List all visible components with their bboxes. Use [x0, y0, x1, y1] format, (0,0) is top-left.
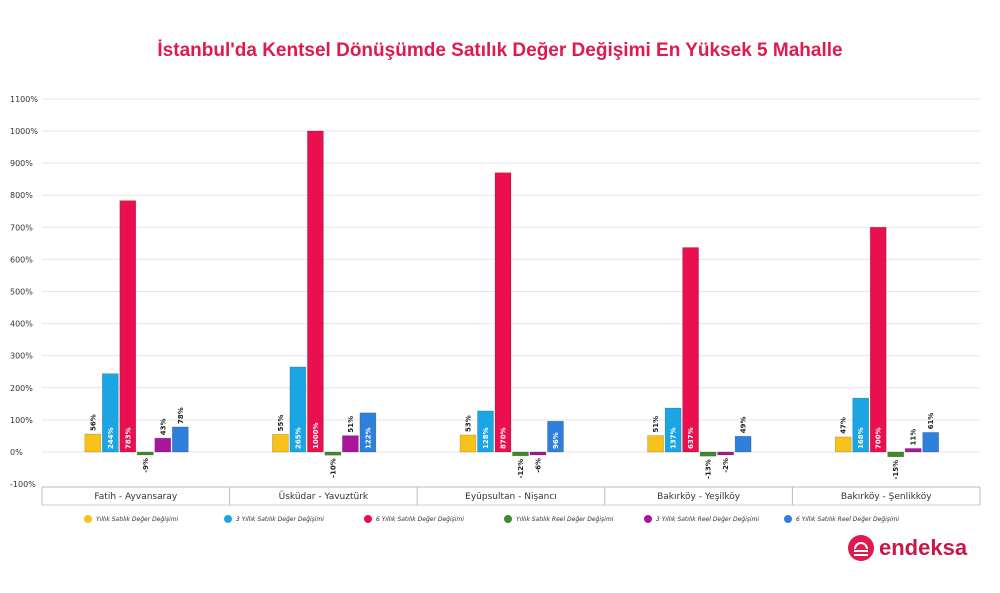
bar — [477, 410, 494, 453]
data-label: -13% — [705, 459, 713, 479]
data-label: 61% — [927, 413, 935, 430]
data-label: 51% — [347, 416, 355, 433]
data-label: -9% — [142, 458, 150, 473]
data-label: 11% — [910, 429, 918, 446]
category-label: Fatih - Ayvansaray — [94, 492, 177, 502]
bar — [717, 451, 734, 456]
bar — [84, 433, 102, 453]
legend-label: Yıllık Satılık Reel Değer Değişimi — [516, 516, 614, 523]
legend-label: 3 Yıllık Satılık Reel Değer Değişimi — [656, 516, 759, 523]
brand-name: endeksa — [879, 535, 968, 560]
data-label: 53% — [465, 415, 473, 432]
data-label: 137% — [670, 427, 678, 449]
y-tick-label: 100% — [10, 416, 33, 425]
bar — [342, 435, 359, 453]
legend-marker — [784, 515, 792, 523]
data-label: 637% — [687, 427, 695, 449]
legend-marker — [364, 515, 372, 523]
data-label: 128% — [482, 427, 490, 449]
bar — [887, 451, 905, 458]
category-label: Bakırköy - Şenlikköy — [841, 492, 932, 502]
data-label: -15% — [892, 460, 900, 480]
y-tick-label: 0% — [10, 448, 23, 457]
y-tick-label: -100% — [10, 480, 36, 489]
bar — [172, 426, 189, 453]
bar — [289, 366, 307, 453]
y-tick-label: 1000% — [10, 127, 38, 136]
data-label: 870% — [500, 427, 508, 449]
bar — [324, 451, 342, 456]
category-label: Eyüpsultan - Nişancı — [465, 492, 557, 502]
bar — [307, 130, 324, 453]
data-label: 168% — [857, 427, 865, 449]
bar — [904, 448, 922, 453]
data-label: 49% — [740, 417, 748, 434]
bar — [359, 412, 377, 453]
bar — [154, 437, 172, 453]
bar — [512, 451, 529, 457]
bar — [137, 451, 154, 456]
y-tick-label: 700% — [10, 223, 33, 232]
data-label: 55% — [277, 415, 285, 432]
house-logo-icon — [848, 535, 874, 561]
bar — [734, 435, 752, 453]
data-label: 56% — [89, 414, 97, 431]
bar — [922, 432, 940, 453]
data-label: 122% — [364, 427, 372, 449]
data-label: -6% — [535, 458, 543, 473]
bar — [459, 434, 477, 453]
legend-label: 6 Yıllık Satılık Değer Değişimi — [376, 516, 464, 523]
bar — [699, 451, 717, 457]
endeksa-logo: endeksa — [848, 535, 967, 561]
data-label: -12% — [517, 459, 525, 479]
y-tick-label: 200% — [10, 384, 33, 393]
y-tick-label: 500% — [10, 288, 33, 297]
legend-label: 6 Yıllık Satılık Reel Değer Değişimi — [796, 516, 899, 523]
bar — [682, 247, 699, 453]
y-tick-label: 300% — [10, 352, 33, 361]
y-tick-label: 900% — [10, 159, 33, 168]
data-label: -10% — [329, 458, 337, 478]
data-label: 51% — [652, 416, 660, 433]
data-label: 47% — [840, 417, 848, 434]
bar — [834, 436, 852, 453]
bar — [102, 373, 119, 453]
bar — [547, 420, 564, 453]
data-label: -2% — [722, 458, 730, 473]
y-tick-label: 600% — [10, 255, 33, 264]
chart-title: İstanbul'da Kentsel Dönüşümde Satılık De… — [157, 40, 843, 61]
bar — [119, 200, 137, 453]
data-label: 265% — [294, 427, 302, 449]
legend-label: Yıllık Satılık Değer Değişimi — [96, 516, 179, 523]
legend-marker — [644, 515, 652, 523]
legend-label: 3 Yıllık Satılık Değer Değişimi — [236, 516, 324, 523]
y-tick-label: 800% — [10, 191, 33, 200]
bar — [664, 407, 682, 453]
legend-marker — [504, 515, 512, 523]
data-label: 78% — [177, 407, 185, 424]
y-tick-label: 400% — [10, 320, 33, 329]
data-label: 783% — [124, 427, 132, 449]
bar — [869, 227, 887, 453]
y-tick-label: 1100% — [10, 95, 38, 104]
data-label: 43% — [159, 418, 167, 435]
bar — [529, 451, 547, 456]
data-label: 700% — [875, 427, 883, 449]
bar — [852, 397, 870, 453]
legend-marker — [224, 515, 232, 523]
legend-marker — [84, 515, 92, 523]
data-label: 244% — [107, 427, 115, 449]
data-label: 1000% — [312, 423, 320, 450]
bar — [272, 434, 289, 453]
bar — [647, 435, 664, 453]
category-label: Üsküdar - Yavuztürk — [279, 491, 369, 502]
category-label: Bakırköy - Yeşilköy — [657, 492, 741, 502]
bar — [494, 172, 512, 453]
data-label: 96% — [552, 432, 560, 449]
